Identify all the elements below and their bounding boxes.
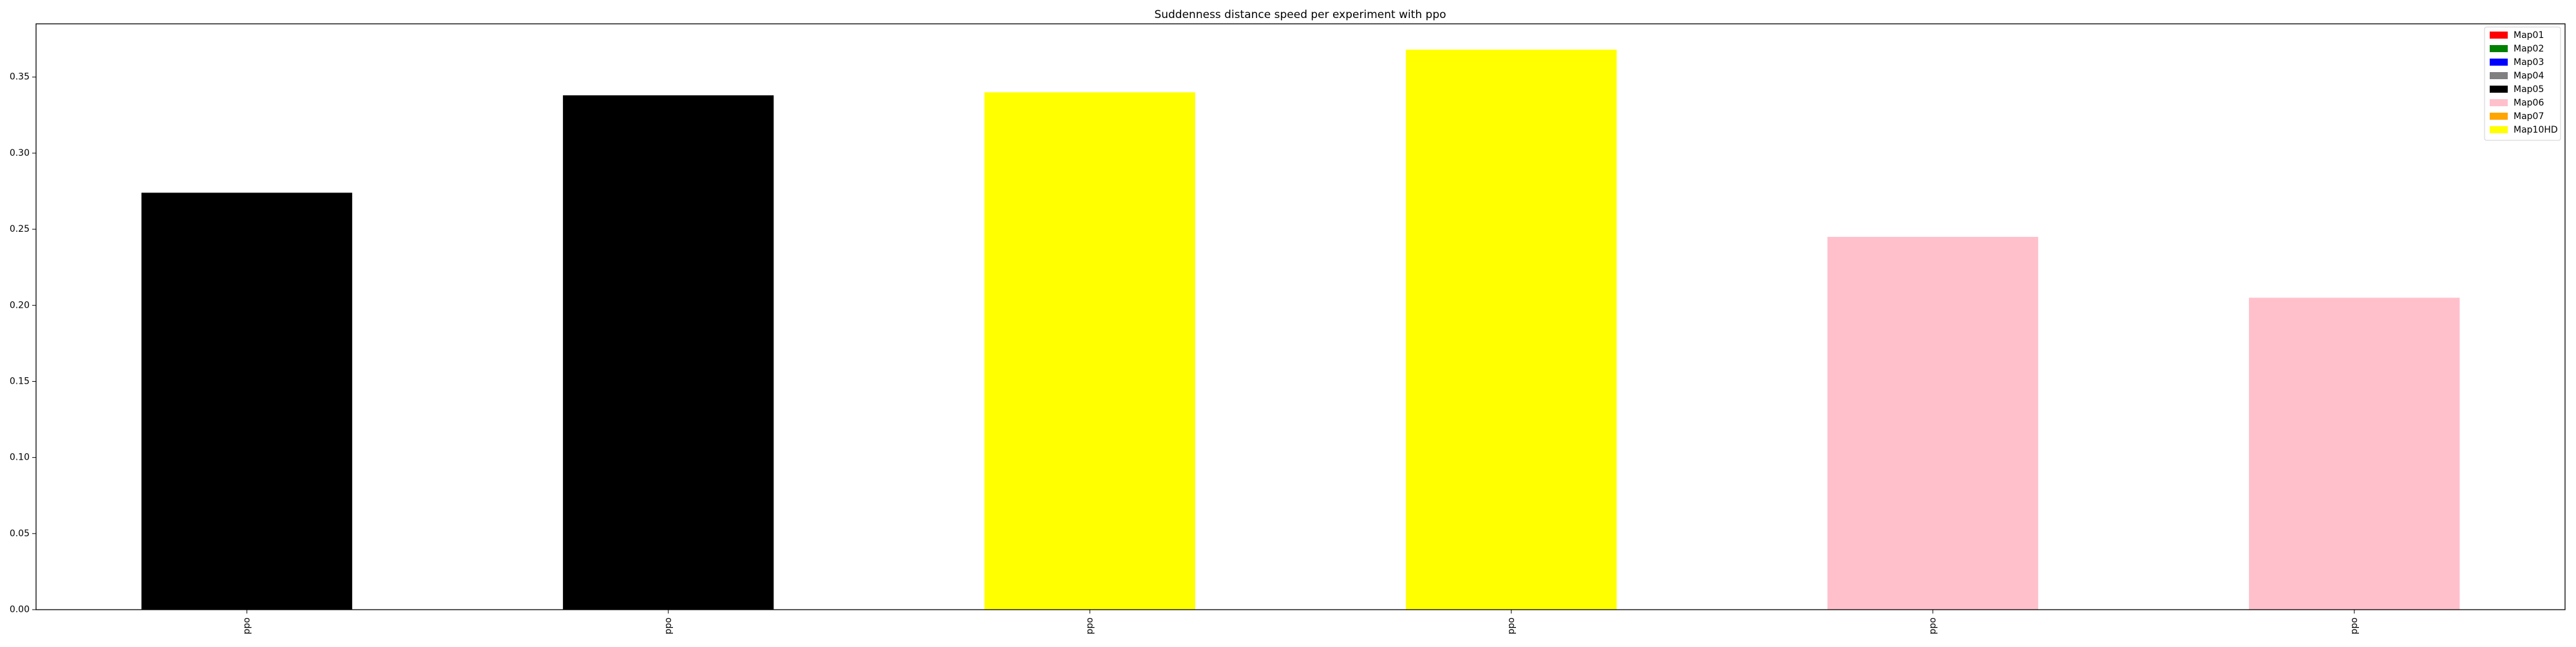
legend: Map01 Map02 Map03 Map04 Map05 Map06 Map07 Map10… <box>2484 26 2561 141</box>
bar-5 <box>1827 236 2038 610</box>
legend-label: Map10HD <box>2514 125 2558 135</box>
bar-1 <box>141 192 352 610</box>
bars-group <box>141 50 2460 610</box>
legend-label: Map04 <box>2514 71 2544 81</box>
y-tick-label: 0.15 <box>10 376 30 386</box>
legend-label: Map03 <box>2514 57 2544 68</box>
legend-swatch <box>2490 45 2508 52</box>
y-tick-label: 0.00 <box>10 605 30 615</box>
plot-frame <box>35 23 2566 610</box>
legend-swatch <box>2490 113 2508 120</box>
x-tick-label: ppo <box>1084 617 1095 634</box>
x-axis: ppo ppo ppo ppo ppo ppo <box>242 610 2360 634</box>
legend-swatch <box>2490 86 2508 93</box>
legend-label: Map07 <box>2514 111 2544 122</box>
bar-2 <box>563 95 774 610</box>
y-tick-label: 0.30 <box>10 148 30 158</box>
legend-label: Map01 <box>2514 30 2544 41</box>
x-tick-label: ppo <box>1506 617 1517 634</box>
bar-4 <box>1406 50 1617 610</box>
legend-swatch <box>2490 99 2508 106</box>
legend-box <box>2484 26 2561 141</box>
y-tick-label: 0.05 <box>10 529 30 539</box>
y-tick-label: 0.35 <box>10 72 30 82</box>
legend-label: Map06 <box>2514 98 2544 108</box>
x-tick-label: ppo <box>663 617 674 634</box>
bar-3 <box>984 92 1195 610</box>
y-axis: 0.00 0.05 0.10 0.15 0.20 0.25 0.30 0.35 <box>10 72 36 615</box>
y-tick-label: 0.10 <box>10 453 30 463</box>
x-tick-label: ppo <box>2349 617 2360 634</box>
legend-swatch <box>2490 126 2508 133</box>
legend-label: Map05 <box>2514 84 2544 95</box>
bar-6 <box>2249 297 2460 610</box>
y-tick-label: 0.25 <box>10 224 30 234</box>
x-tick-label: ppo <box>1927 617 1938 634</box>
x-tick-label: ppo <box>242 617 252 634</box>
legend-swatch <box>2490 32 2508 39</box>
legend-swatch <box>2490 72 2508 79</box>
chart-title: Suddenness distance speed per experiment… <box>1154 8 1446 21</box>
y-tick-label: 0.20 <box>10 300 30 310</box>
legend-swatch <box>2490 59 2508 66</box>
legend-label: Map02 <box>2514 44 2544 54</box>
